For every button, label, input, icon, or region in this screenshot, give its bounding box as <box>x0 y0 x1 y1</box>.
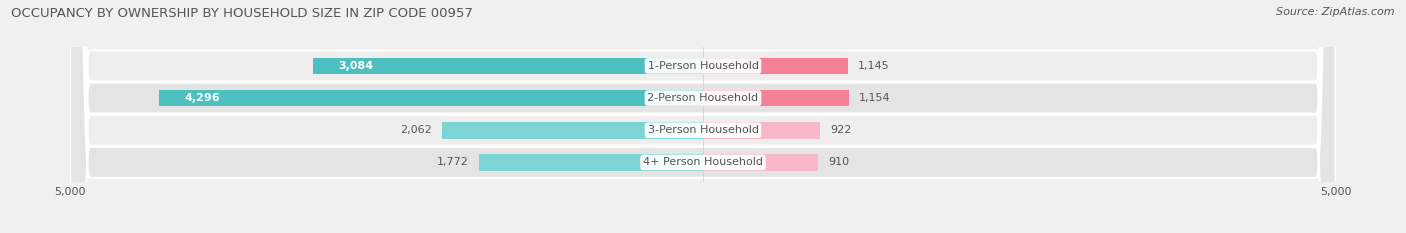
Text: 4+ Person Household: 4+ Person Household <box>643 158 763 168</box>
Bar <box>703 90 849 106</box>
Text: 1-Person Household: 1-Person Household <box>648 61 758 71</box>
FancyBboxPatch shape <box>70 0 1336 233</box>
Bar <box>703 122 820 139</box>
FancyBboxPatch shape <box>70 0 1336 233</box>
Bar <box>479 154 703 171</box>
Text: Source: ZipAtlas.com: Source: ZipAtlas.com <box>1277 7 1395 17</box>
Bar <box>703 154 818 171</box>
Bar <box>159 90 703 106</box>
Text: 2,062: 2,062 <box>401 125 432 135</box>
Text: 1,154: 1,154 <box>859 93 891 103</box>
Text: OCCUPANCY BY OWNERSHIP BY HOUSEHOLD SIZE IN ZIP CODE 00957: OCCUPANCY BY OWNERSHIP BY HOUSEHOLD SIZE… <box>11 7 474 20</box>
FancyBboxPatch shape <box>70 0 1336 233</box>
FancyBboxPatch shape <box>70 0 1336 233</box>
Bar <box>703 58 848 74</box>
Bar <box>441 122 703 139</box>
Text: 1,145: 1,145 <box>858 61 890 71</box>
Text: 3-Person Household: 3-Person Household <box>648 125 758 135</box>
Text: 3,084: 3,084 <box>337 61 373 71</box>
Text: 4,296: 4,296 <box>184 93 221 103</box>
Bar <box>312 58 703 74</box>
Text: 922: 922 <box>830 125 851 135</box>
Text: 910: 910 <box>828 158 849 168</box>
Text: 2-Person Household: 2-Person Household <box>647 93 759 103</box>
Text: 1,772: 1,772 <box>437 158 468 168</box>
